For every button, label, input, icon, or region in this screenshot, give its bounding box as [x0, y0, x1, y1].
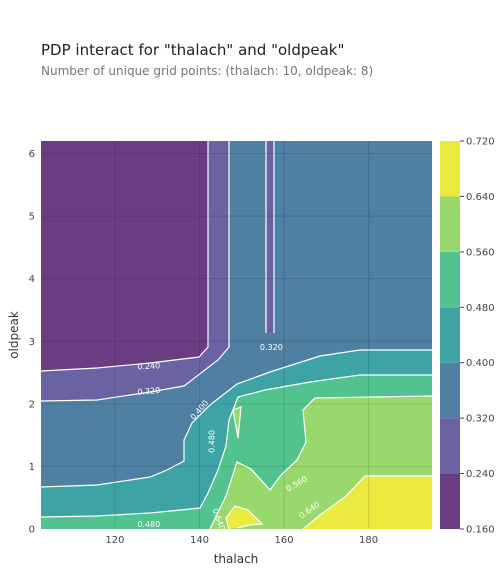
colorbar-segment	[440, 362, 460, 419]
x-tick-label: 180	[359, 535, 378, 546]
contour-label: 0.480	[137, 520, 160, 529]
y-axis-title: oldpeak	[7, 311, 21, 359]
colorbar-segment	[440, 196, 460, 252]
contour-line-0560-island	[232, 406, 242, 439]
colorbar-segment	[440, 418, 460, 474]
x-axis-ticks: 120 140 160 180	[105, 535, 378, 546]
grid-lines	[41, 141, 432, 529]
contour-line-0640-right	[302, 475, 432, 529]
colorbar-tick-label: 0.160	[466, 525, 495, 536]
colorbar-tick-label: 0.560	[466, 247, 495, 258]
y-tick-label: 5	[29, 212, 35, 223]
contour-line-0480	[41, 374, 432, 518]
contour-line-0240	[41, 141, 209, 372]
x-tick-label: 120	[105, 535, 124, 546]
x-tick-label: 140	[190, 535, 209, 546]
colorbar-tick-label: 0.240	[466, 469, 495, 480]
y-tick-label: 4	[29, 274, 35, 285]
contour-plot-area: 0.2400.3200.4000.3200.4800.5600.6400.480…	[41, 141, 432, 529]
colorbar-tick-label: 0.400	[466, 358, 495, 369]
contour-ridge	[266, 141, 274, 333]
y-tick-label: 0	[29, 525, 35, 536]
contour-label: 0.240	[137, 361, 160, 371]
x-tick-label: 160	[275, 535, 294, 546]
contour-lines	[41, 141, 432, 529]
contour-line-ridge	[265, 141, 275, 333]
colorbar-tick-label: 0.320	[466, 414, 495, 425]
contour-label: 0.480	[208, 430, 217, 453]
contour-band-0640-right	[303, 476, 432, 529]
chart-subtitle: Number of unique grid points: (thalach: …	[41, 64, 374, 78]
contour-band-0640	[226, 506, 262, 529]
contour-label: 0.320	[260, 343, 283, 352]
y-tick-label: 3	[29, 337, 35, 348]
colorbar-tick-label: 0.640	[466, 192, 495, 203]
y-tick-label: 6	[29, 149, 35, 160]
contour-line-0640	[225, 505, 264, 529]
contour-label: 0.320	[137, 386, 161, 397]
colorbar-segment	[440, 251, 460, 308]
colorbar: 0.160 0.240 0.320 0.400 0.480 0.560 0.640 0.720	[440, 137, 495, 536]
x-axis-title: thalach	[214, 552, 259, 566]
y-tick-label: 2	[29, 399, 35, 410]
contour-line-0560	[209, 395, 432, 529]
colorbar-segment	[440, 141, 460, 197]
y-tick-label: 1	[29, 462, 35, 473]
contour-line-0320	[41, 141, 230, 402]
contour-island-0560	[233, 407, 241, 438]
contour-line-0400	[41, 349, 432, 488]
y-axis-ticks: 0 1 2 3 4 5 6	[29, 149, 35, 535]
colorbar-tick-label: 0.480	[466, 303, 495, 314]
chart-title: PDP interact for "thalach" and "oldpeak"	[41, 41, 345, 59]
colorbar-tick-label: 0.720	[466, 137, 495, 148]
colorbar-segment	[440, 307, 460, 363]
colorbar-segment	[440, 473, 460, 529]
